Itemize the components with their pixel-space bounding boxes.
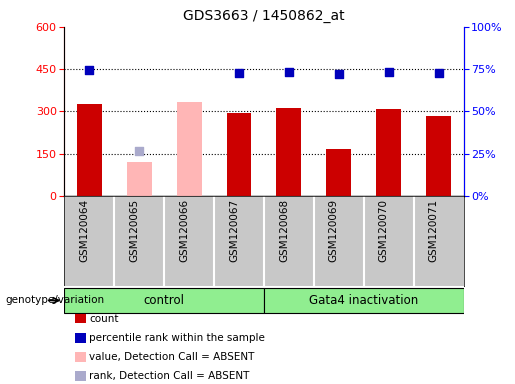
Text: value, Detection Call = ABSENT: value, Detection Call = ABSENT xyxy=(89,352,254,362)
Point xyxy=(285,69,293,75)
Point xyxy=(235,70,243,76)
Text: Gata4 inactivation: Gata4 inactivation xyxy=(309,294,418,307)
Point xyxy=(385,69,393,75)
Point xyxy=(85,67,93,73)
Bar xyxy=(376,109,401,196)
Text: genotype/variation: genotype/variation xyxy=(5,295,104,306)
Bar xyxy=(227,113,251,196)
Point xyxy=(135,148,143,154)
Text: GSM120066: GSM120066 xyxy=(179,199,189,262)
Text: GSM120070: GSM120070 xyxy=(379,199,389,262)
Bar xyxy=(327,149,351,196)
Bar xyxy=(64,288,264,313)
Text: rank, Detection Call = ABSENT: rank, Detection Call = ABSENT xyxy=(89,371,249,381)
Text: GSM120071: GSM120071 xyxy=(428,199,439,262)
Bar xyxy=(426,116,451,196)
Point xyxy=(435,70,443,76)
Text: GSM120064: GSM120064 xyxy=(79,199,89,262)
Text: percentile rank within the sample: percentile rank within the sample xyxy=(89,333,265,343)
Title: GDS3663 / 1450862_at: GDS3663 / 1450862_at xyxy=(183,9,345,23)
Bar xyxy=(277,108,301,196)
Text: GSM120067: GSM120067 xyxy=(229,199,239,262)
Bar xyxy=(177,101,201,196)
Text: control: control xyxy=(144,294,185,307)
Point xyxy=(335,71,343,77)
Bar xyxy=(127,162,152,196)
Text: count: count xyxy=(89,314,118,324)
Bar xyxy=(264,288,464,313)
Text: GSM120065: GSM120065 xyxy=(129,199,139,262)
Text: GSM120068: GSM120068 xyxy=(279,199,289,262)
Bar xyxy=(77,104,102,196)
Text: GSM120069: GSM120069 xyxy=(329,199,339,262)
